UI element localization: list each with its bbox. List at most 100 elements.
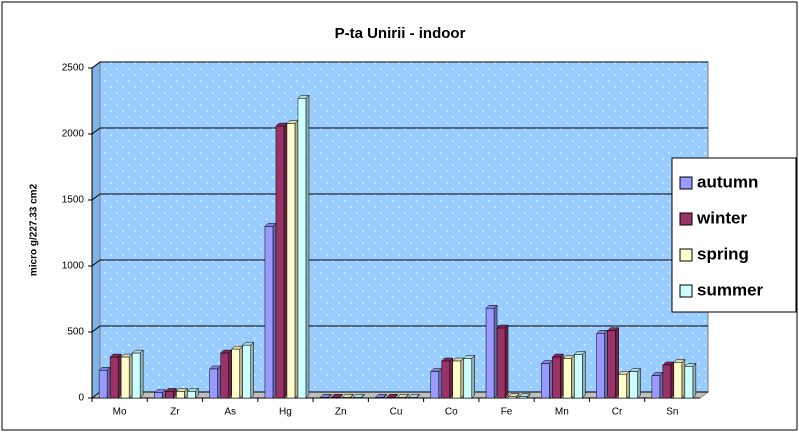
bar bbox=[165, 391, 174, 399]
bar-side bbox=[681, 358, 686, 399]
bar-side bbox=[692, 362, 697, 399]
bar bbox=[209, 368, 218, 399]
bar-side bbox=[549, 360, 553, 399]
y-tick-label: 500 bbox=[67, 327, 84, 338]
legend-swatch bbox=[679, 212, 693, 226]
bar bbox=[220, 352, 229, 399]
bar-side bbox=[250, 341, 254, 399]
bar bbox=[286, 123, 296, 399]
bar bbox=[109, 356, 119, 399]
bar bbox=[496, 327, 506, 399]
bar bbox=[341, 397, 351, 399]
bar bbox=[397, 397, 406, 399]
bar bbox=[231, 348, 240, 399]
bar-side bbox=[239, 345, 243, 399]
x-tick-label: Cu bbox=[390, 407, 403, 418]
bar bbox=[596, 333, 605, 399]
bar-side bbox=[471, 354, 476, 399]
y-axis-label: micro g/227.33 cm2 bbox=[29, 183, 40, 276]
bar-side bbox=[615, 327, 619, 399]
bar bbox=[673, 362, 683, 399]
bar bbox=[518, 396, 528, 399]
bar bbox=[375, 397, 384, 399]
bar bbox=[629, 371, 638, 399]
x-tick-label: Mn bbox=[555, 407, 569, 418]
bar bbox=[187, 391, 196, 399]
y-tick-label: 2000 bbox=[62, 129, 85, 140]
bar-side bbox=[283, 122, 288, 399]
bar bbox=[618, 373, 627, 399]
bar bbox=[386, 397, 395, 399]
grid-line bbox=[91, 61, 708, 69]
bar bbox=[330, 397, 340, 399]
legend-swatch bbox=[679, 248, 693, 262]
legend-label: spring bbox=[697, 244, 749, 263]
bar bbox=[154, 392, 163, 399]
x-tick-label: Zn bbox=[335, 407, 347, 418]
grid-line bbox=[91, 193, 708, 201]
bar bbox=[352, 397, 362, 399]
legend-box bbox=[671, 157, 797, 313]
bar bbox=[607, 330, 616, 399]
bar bbox=[242, 344, 251, 399]
chart-title: P-ta Unirii - indoor bbox=[335, 25, 466, 42]
legend-label: autumn bbox=[697, 172, 758, 191]
bar-side bbox=[582, 350, 586, 399]
bar bbox=[651, 375, 661, 399]
bar bbox=[120, 356, 130, 399]
y-tick-label: 1000 bbox=[62, 261, 85, 272]
bar bbox=[264, 226, 274, 399]
side-wall bbox=[91, 61, 101, 399]
bar bbox=[485, 307, 495, 399]
bar-side bbox=[139, 349, 144, 399]
bar-side bbox=[128, 353, 133, 399]
bar bbox=[684, 366, 694, 399]
x-tick-label: Hg bbox=[279, 407, 292, 418]
y-tick-label: 2500 bbox=[62, 63, 85, 74]
x-tick-label: Co bbox=[445, 407, 458, 418]
bar bbox=[563, 358, 572, 399]
bar-side bbox=[228, 349, 232, 399]
bar bbox=[131, 352, 141, 399]
bar-side bbox=[560, 353, 564, 399]
x-tick-label: Mo bbox=[113, 407, 127, 418]
bar bbox=[463, 358, 473, 399]
x-tick-label: Fe bbox=[501, 407, 513, 418]
bar bbox=[452, 360, 462, 399]
bar bbox=[541, 363, 550, 399]
bar bbox=[507, 396, 517, 399]
bar bbox=[98, 370, 108, 399]
bar-side bbox=[493, 304, 498, 399]
bar bbox=[441, 360, 451, 399]
y-tick-label: 1500 bbox=[62, 195, 85, 206]
grid-line bbox=[91, 127, 708, 135]
bar-side bbox=[449, 357, 454, 399]
bar-side bbox=[670, 361, 675, 399]
bar-side bbox=[438, 367, 443, 399]
bar-side bbox=[460, 357, 465, 399]
legend-label: winter bbox=[696, 208, 747, 227]
bar bbox=[319, 397, 329, 399]
bar-side bbox=[504, 324, 509, 399]
bar-side bbox=[117, 353, 122, 399]
bar bbox=[408, 397, 417, 399]
bar bbox=[297, 98, 307, 399]
bar-side bbox=[637, 367, 641, 399]
x-tick-label: Zr bbox=[170, 407, 180, 418]
bar bbox=[552, 356, 561, 399]
bar bbox=[275, 125, 285, 399]
bar-side bbox=[604, 329, 608, 399]
bar-side bbox=[217, 365, 221, 399]
x-tick-label: Cr bbox=[612, 407, 623, 418]
y-tick-label: 0 bbox=[78, 393, 84, 404]
grid-line bbox=[91, 259, 708, 267]
bar-side bbox=[294, 119, 299, 399]
bar-side bbox=[659, 371, 664, 399]
legend-swatch bbox=[679, 176, 693, 190]
bar-side bbox=[305, 94, 310, 399]
legend-swatch bbox=[679, 284, 693, 298]
bar-side bbox=[571, 354, 575, 399]
bar bbox=[574, 354, 583, 399]
bar-side bbox=[626, 370, 630, 399]
